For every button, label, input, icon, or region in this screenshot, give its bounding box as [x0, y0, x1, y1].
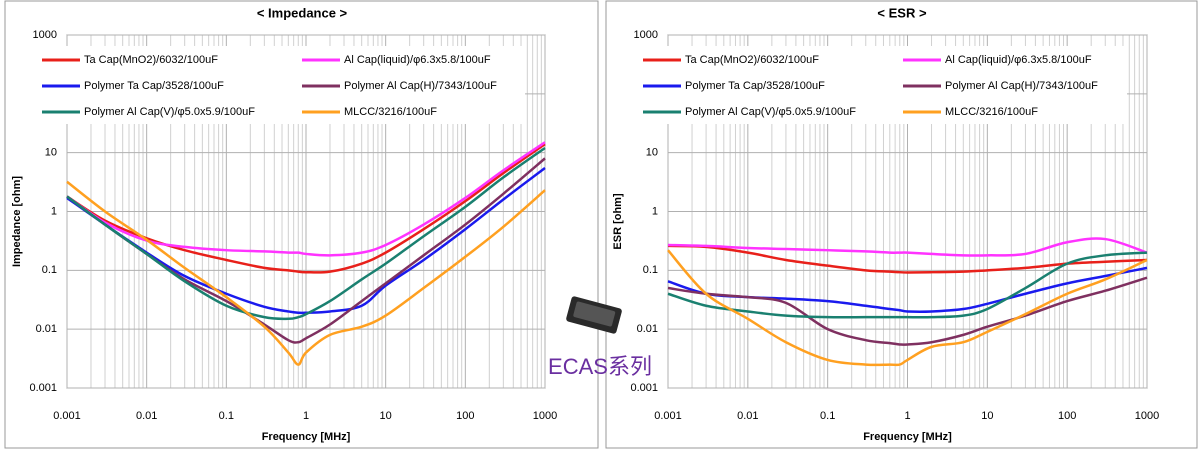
series-line — [667, 276, 1148, 346]
series-line — [667, 249, 1148, 367]
legend-label: Ta Cap(MnO2)/6032/100uF — [685, 54, 819, 66]
x-tick-label: 10 — [981, 410, 993, 422]
y-tick-label: 0.001 — [630, 382, 658, 394]
legend-label: Ta Cap(MnO2)/6032/100uF — [84, 54, 218, 66]
legend-label: Polymer Al Cap(V)/φ5.0x5.9/100uF — [84, 106, 255, 118]
legend-label: MLCC/3216/100uF — [945, 106, 1038, 118]
series-line — [667, 244, 1148, 274]
y-tick-label: 0.1 — [42, 264, 57, 276]
legend-label: Polymer Al Cap(H)/7343/100uF — [344, 80, 497, 92]
y-tick-label: 0.1 — [643, 264, 658, 276]
chart-title: < Impedance > — [257, 5, 348, 20]
y-tick-label: 0.01 — [36, 323, 57, 335]
legend-label: Al Cap(liquid)/φ6.3x5.8/100uF — [344, 54, 491, 66]
legend-label: Polymer Ta Cap/3528/100uF — [685, 80, 825, 92]
series-line — [66, 166, 546, 315]
y-tick-label: 0.01 — [637, 323, 658, 335]
x-axis-label: Frequency [MHz] — [262, 431, 351, 443]
y-tick-label: 1 — [652, 205, 658, 217]
series-line — [667, 237, 1148, 257]
x-tick-label: 0.001 — [53, 410, 81, 422]
x-tick-label: 1000 — [1135, 410, 1159, 422]
x-tick-label: 0.1 — [820, 410, 835, 422]
series-line — [66, 180, 546, 366]
y-tick-label: 10 — [45, 147, 57, 159]
series-line — [667, 251, 1148, 319]
x-tick-label: 100 — [1058, 410, 1076, 422]
x-tick-label: 10 — [380, 410, 392, 422]
legend-label: MLCC/3216/100uF — [344, 106, 437, 118]
y-axis-label: Impedance [ohm] — [11, 176, 23, 267]
y-tick-label: 1000 — [33, 29, 57, 41]
x-tick-label: 0.1 — [219, 410, 234, 422]
series-line — [66, 141, 546, 257]
y-tick-label: 10 — [646, 147, 658, 159]
y-tick-label: 0.001 — [29, 382, 57, 394]
y-tick-label: 1000 — [634, 29, 658, 41]
x-tick-label: 1 — [303, 410, 309, 422]
x-tick-label: 1 — [904, 410, 910, 422]
x-tick-label: 0.01 — [136, 410, 157, 422]
legend-label: Polymer Al Cap(V)/φ5.0x5.9/100uF — [685, 106, 856, 118]
annotation: ECAS系列 — [548, 354, 652, 379]
chip-icon — [566, 296, 622, 334]
x-axis-label: Frequency [MHz] — [863, 431, 952, 443]
legend-background — [37, 46, 525, 124]
series-line — [66, 146, 546, 321]
y-axis-label: ESR [ohm] — [612, 193, 624, 250]
x-tick-label: 1000 — [533, 410, 557, 422]
y-tick-label: 1 — [51, 205, 57, 217]
x-tick-label: 0.01 — [737, 410, 758, 422]
legend-label: Polymer Ta Cap/3528/100uF — [84, 80, 224, 92]
legend-label: Polymer Al Cap(H)/7343/100uF — [945, 80, 1098, 92]
x-tick-label: 0.001 — [654, 410, 682, 422]
x-tick-label: 100 — [456, 410, 474, 422]
chart-title: < ESR > — [877, 5, 927, 20]
legend-background — [638, 46, 1127, 124]
legend-label: Al Cap(liquid)/φ6.3x5.8/100uF — [945, 54, 1092, 66]
